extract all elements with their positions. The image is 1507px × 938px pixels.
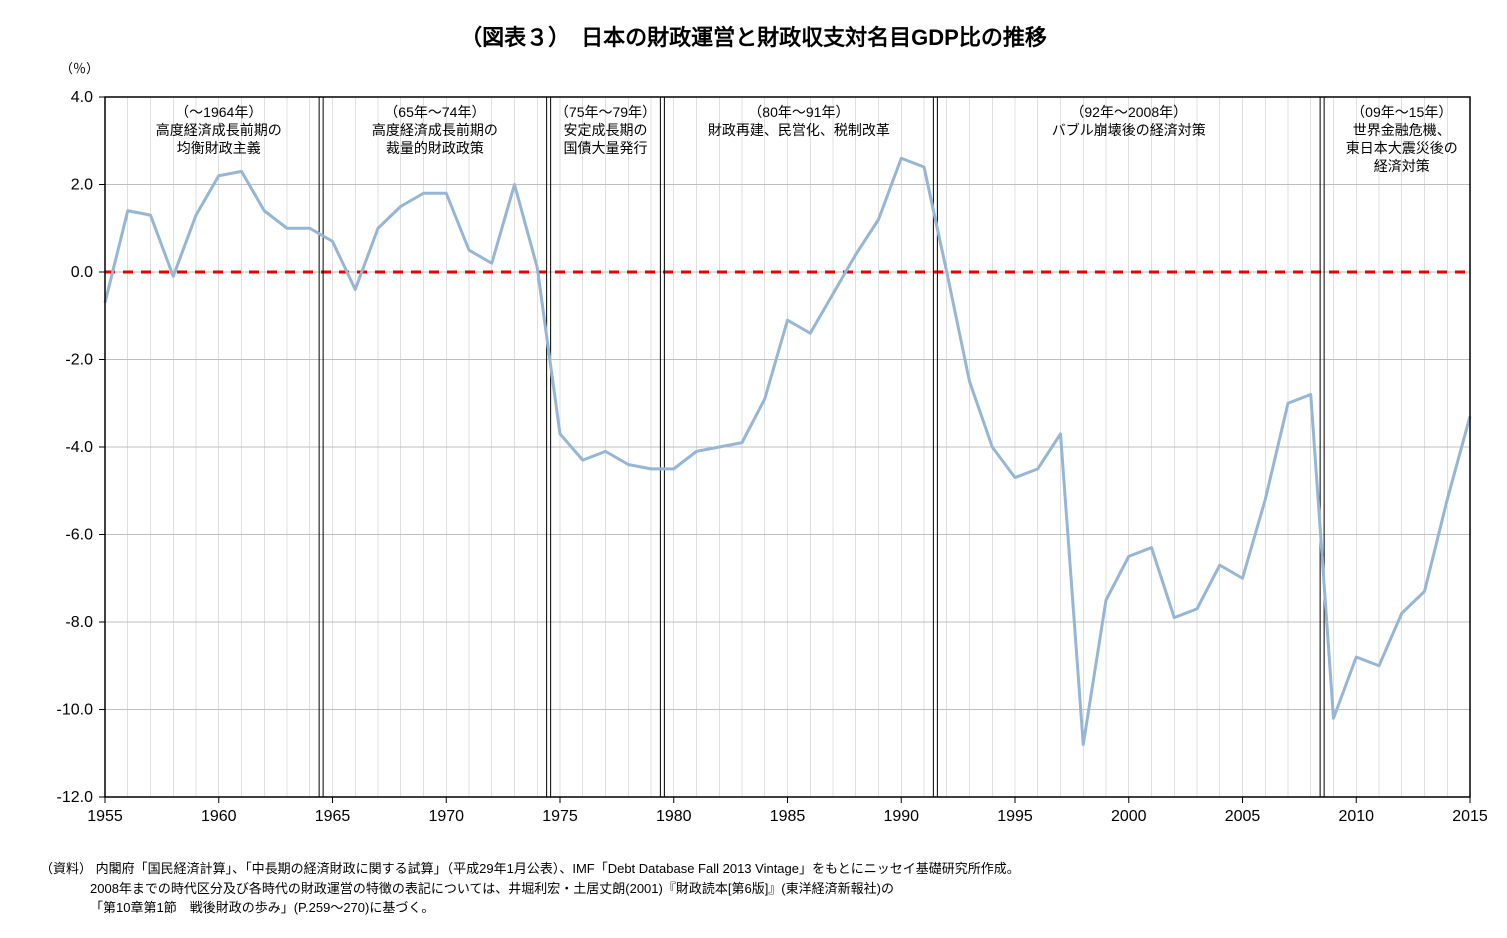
svg-text:-6.0: -6.0 (65, 527, 93, 544)
svg-text:2.0: 2.0 (71, 177, 93, 194)
footnote-line-2: 「第10章第1節 戦後財政の歩み」(P.259～270)に基づく。 (40, 898, 1487, 918)
svg-text:世界金融危機、: 世界金融危機、 (1353, 122, 1451, 138)
svg-text:1970: 1970 (428, 808, 464, 825)
svg-text:1975: 1975 (542, 808, 578, 825)
svg-text:2005: 2005 (1225, 808, 1261, 825)
svg-text:-4.0: -4.0 (65, 439, 93, 456)
chart-svg: 4.0 2.0 0.0 -2.0 -4.0 -6.0 -8.0 -10.0 -12.0 1955 1… (20, 77, 1487, 847)
svg-text:（～1964年）: （～1964年） (175, 104, 262, 120)
svg-text:1985: 1985 (770, 808, 806, 825)
svg-text:経済対策: 経済対策 (1374, 158, 1430, 174)
svg-text:0.0: 0.0 (71, 264, 93, 281)
svg-text:東日本大震災後の: 東日本大震災後の (1346, 140, 1458, 156)
chart-title: （図表３） 日本の財政運営と財政収支対名目GDP比の推移 (20, 20, 1487, 52)
svg-text:高度経済成長前期の: 高度経済成長前期の (156, 122, 282, 138)
svg-text:国債大量発行: 国債大量発行 (564, 140, 648, 156)
svg-text:1980: 1980 (656, 808, 692, 825)
svg-text:1955: 1955 (87, 808, 123, 825)
svg-text:財政再建、民営化、税制改革: 財政再建、民営化、税制改革 (708, 122, 890, 138)
svg-text:2010: 2010 (1338, 808, 1374, 825)
chart-container: （図表３） 日本の財政運営と財政収支対名目GDP比の推移 （％） 4.0 2.0 0… (20, 20, 1487, 918)
y-axis-unit: （％） (60, 58, 1487, 77)
svg-text:（80年～91年）: （80年～91年） (748, 104, 849, 120)
svg-text:1995: 1995 (997, 808, 1033, 825)
svg-text:均衡財政主義: 均衡財政主義 (177, 140, 261, 156)
svg-text:-10.0: -10.0 (57, 702, 94, 719)
svg-text:-8.0: -8.0 (65, 614, 93, 631)
svg-text:バブル崩壊後の経済対策: バブル崩壊後の経済対策 (1052, 122, 1206, 138)
svg-text:2015: 2015 (1452, 808, 1487, 825)
svg-text:1965: 1965 (315, 808, 351, 825)
svg-text:1960: 1960 (201, 808, 237, 825)
footnote-line-1: 2008年までの時代区分及び各時代の財政運営の特徴の表記については、井堀利宏・土… (40, 879, 1487, 899)
svg-text:（65年～74年）: （65年～74年） (384, 104, 485, 120)
svg-text:（75年～79年）: （75年～79年） (555, 104, 656, 120)
svg-text:高度経済成長前期の: 高度経済成長前期の (372, 122, 498, 138)
svg-text:2000: 2000 (1111, 808, 1147, 825)
svg-text:-2.0: -2.0 (65, 352, 93, 369)
svg-text:4.0: 4.0 (71, 89, 93, 106)
chart-footnote: （資料） 内閣府「国民経済計算」、「中長期の経済財政に関する試算」（平成29年1… (20, 859, 1487, 918)
svg-text:（09年～15年）: （09年～15年） (1351, 104, 1452, 120)
svg-text:1990: 1990 (883, 808, 919, 825)
svg-text:安定成長期の: 安定成長期の (564, 122, 648, 138)
footnote-line-0: 内閣府「国民経済計算」、「中長期の経済財政に関する試算」（平成29年1月公表）、… (96, 859, 1020, 879)
footnote-label: （資料） (40, 859, 92, 879)
svg-text:裁量的財政政策: 裁量的財政政策 (386, 140, 484, 156)
svg-text:（92年～2008年）: （92年～2008年） (1070, 104, 1187, 120)
svg-text:-12.0: -12.0 (57, 789, 94, 806)
